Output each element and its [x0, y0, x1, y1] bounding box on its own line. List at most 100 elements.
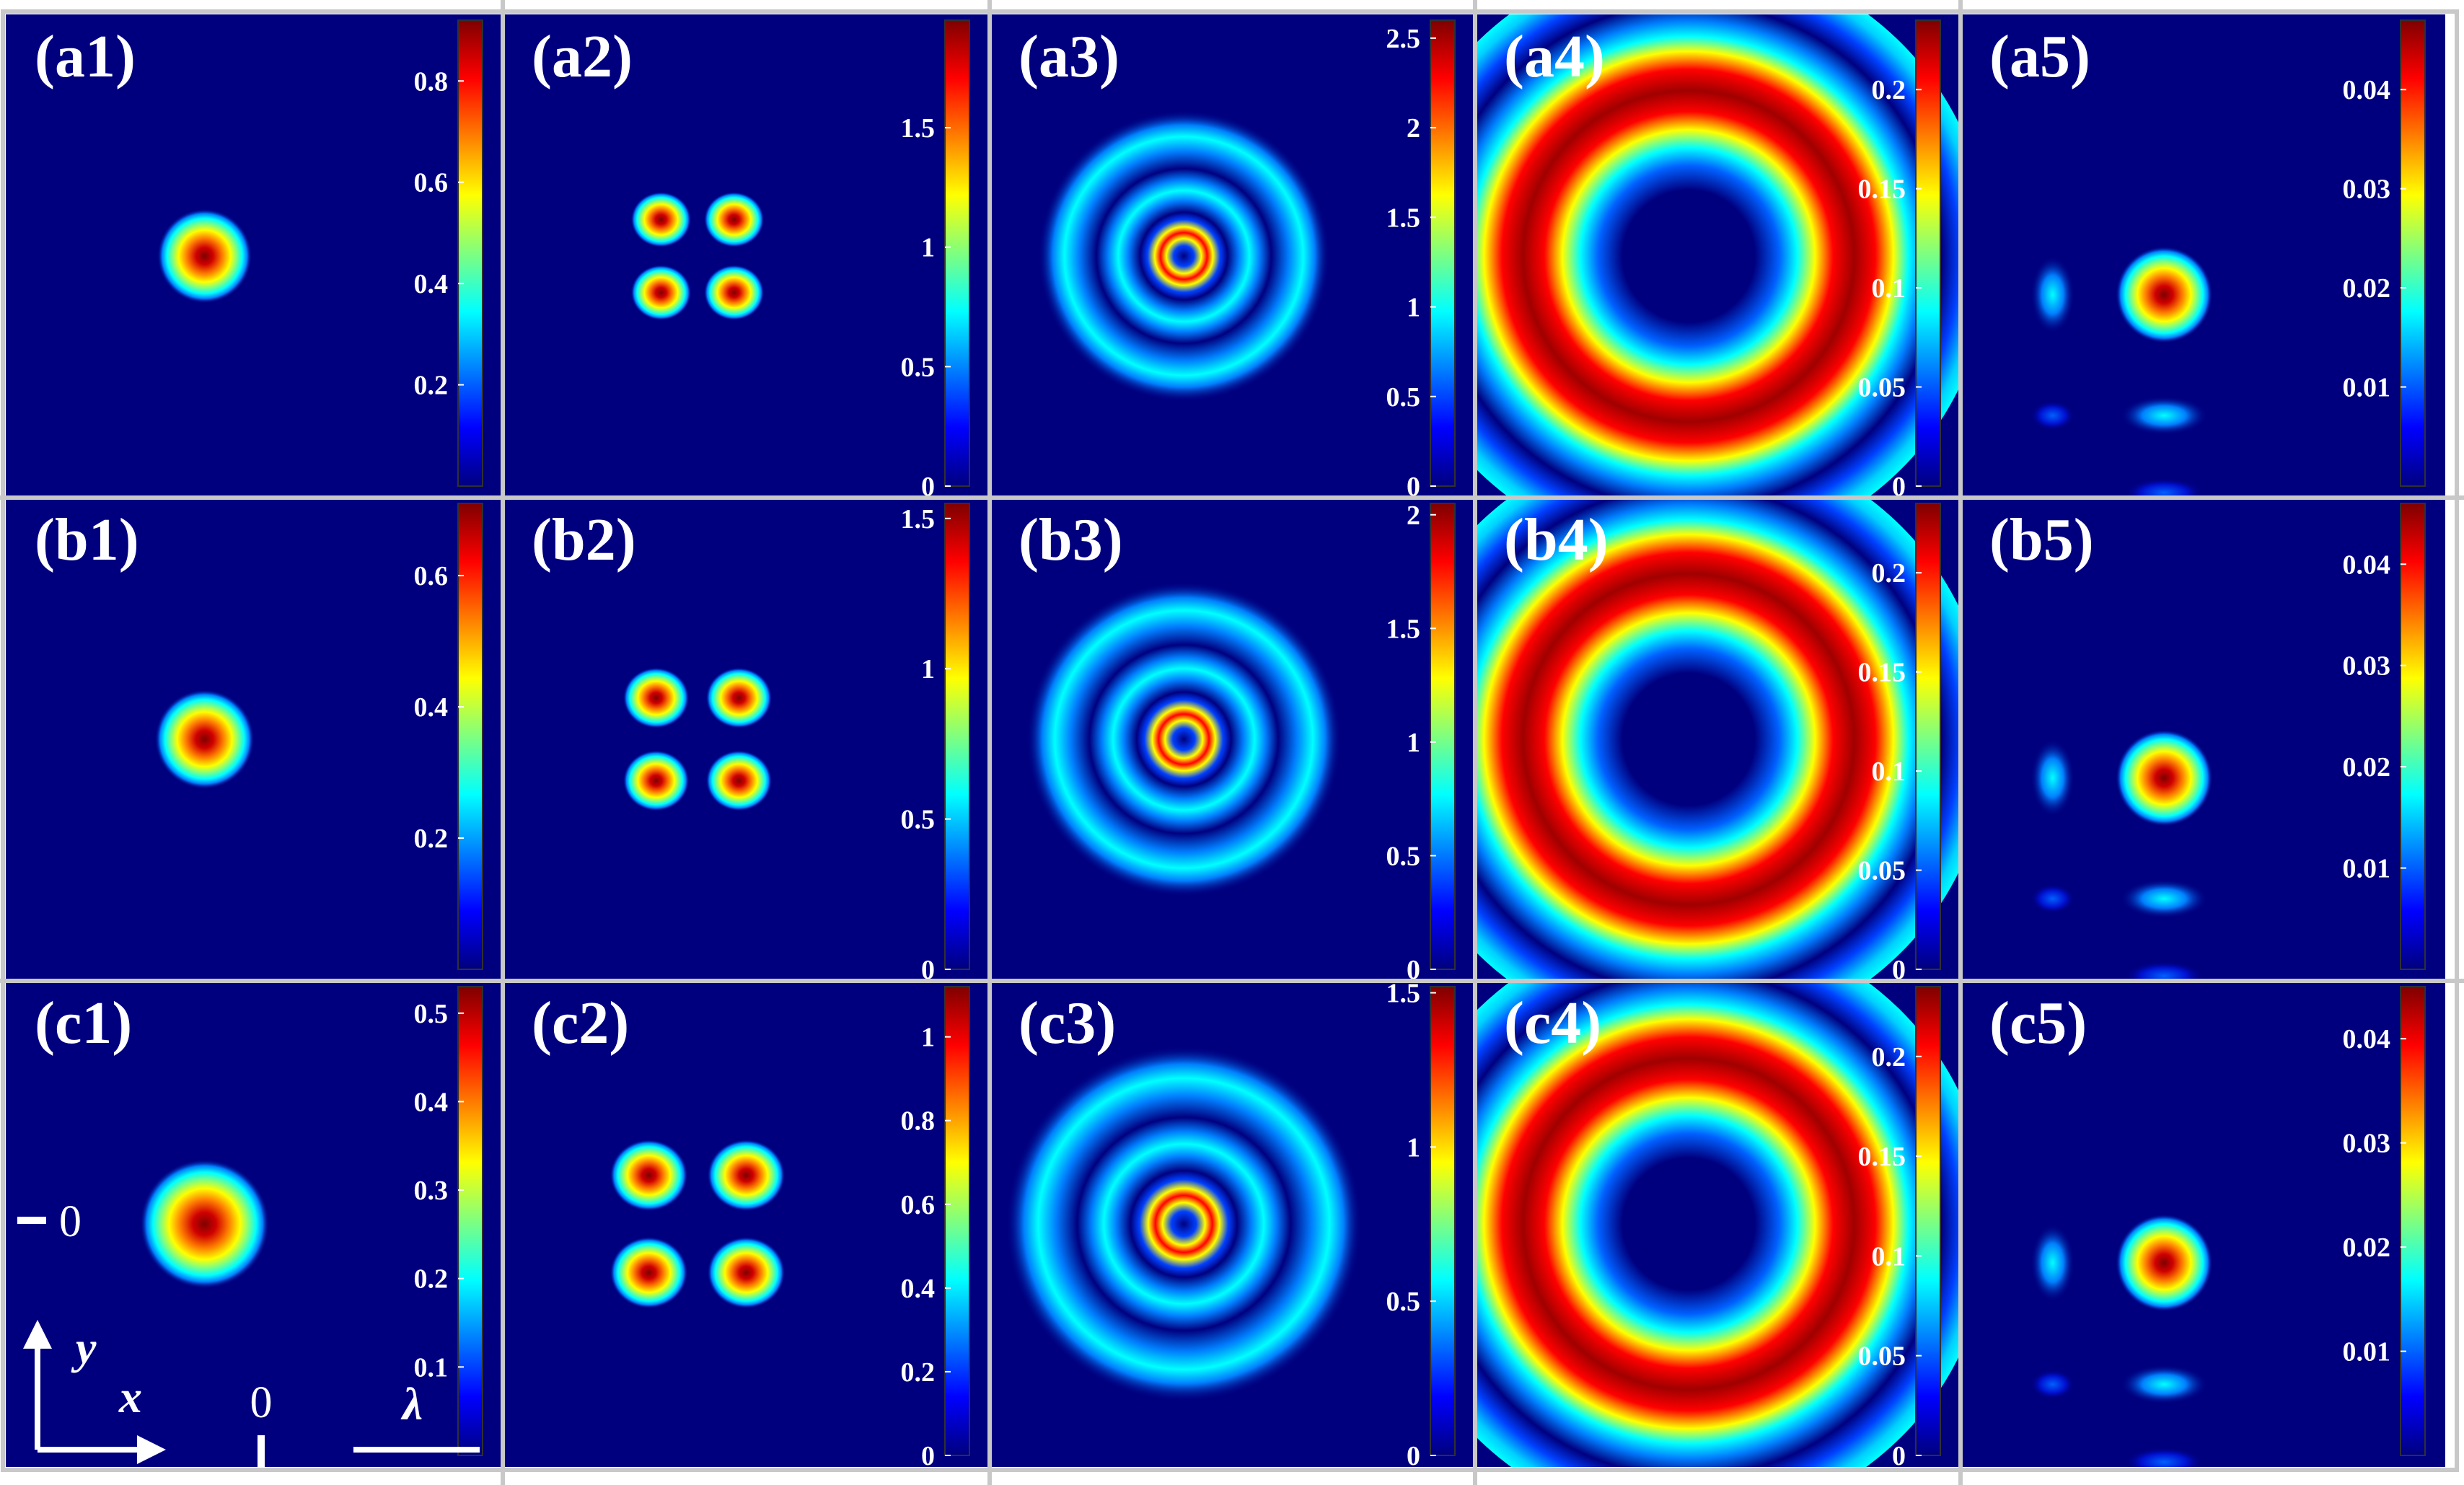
colorbar-tick-label: 0.5 [1386, 382, 1421, 413]
panel-label: (b5) [1989, 506, 2094, 573]
side-lobe-left [2030, 256, 2074, 334]
colorbar-tick-label: 2 [1407, 501, 1420, 531]
side-lobe-far [2125, 478, 2203, 498]
panel-c4: 0.2 0.15 0.1 0.05 0 (c4) [1475, 981, 1961, 1471]
colorbar [2400, 19, 2426, 487]
x-zero-label: 0 [250, 1378, 273, 1427]
panel-label: (a4) [1504, 23, 1605, 90]
panel-label: (c5) [1989, 990, 2087, 1057]
colorbar-tick-label: 0.4 [414, 692, 449, 723]
colorbar-tick-label: 0.8 [414, 66, 449, 97]
colorbar-tick-label: 1.5 [901, 113, 936, 144]
panel-label: (b2) [532, 506, 636, 573]
colorbar-tick-label: 1 [1407, 728, 1420, 758]
colorbar-tick-label: 0.2 [414, 371, 449, 401]
colorbar-tick-label: 0.2 [414, 1264, 449, 1295]
panel-label: (a5) [1989, 23, 2090, 90]
colorbar [944, 986, 970, 1456]
colorbar-tick-label: 0.5 [1386, 841, 1421, 871]
side-lobe-far [2125, 961, 2203, 981]
colorbar-tick-label: 0.5 [414, 999, 449, 1029]
colorbar-tick-label: 0.04 [2343, 1024, 2391, 1054]
colorbar [1915, 986, 1941, 1456]
scale-bar-label: λ [400, 1378, 423, 1429]
main-lobe [2116, 1214, 2213, 1312]
colorbar-tick-label: 1 [921, 654, 935, 684]
beam-lobe-4 [705, 750, 773, 811]
x-arrow-head [137, 1435, 166, 1464]
colorbar [457, 503, 483, 970]
beam-lobe-1 [610, 1139, 688, 1212]
colorbar-tick-label: 2 [1407, 113, 1420, 144]
colorbar-tick-label: 1.5 [1386, 203, 1421, 233]
colorbar-tick-label: 0.15 [1858, 658, 1906, 688]
colorbar-tick-label: 0.02 [2343, 273, 2391, 304]
colorbar-tick-label: 0.6 [414, 561, 449, 591]
side-lobe-bottom [2120, 879, 2208, 918]
beam-lobe-1 [630, 191, 692, 247]
colorbar-tick-label: 1 [1407, 293, 1420, 323]
colorbar-tick-label: 0 [921, 1441, 935, 1471]
beam-lobe-1 [622, 667, 690, 728]
side-lobe-corner [2030, 1370, 2074, 1399]
side-lobe-bottom [2120, 1365, 2208, 1404]
side-lobe-bottom [2120, 396, 2208, 435]
colorbar [1430, 986, 1456, 1456]
colorbar-tick-label: 0 [1892, 955, 1906, 985]
beam-lobe-4 [703, 265, 765, 321]
colorbar [1430, 19, 1456, 487]
annular-beam [1475, 14, 1961, 498]
colorbar-tick-label: 0.2 [1872, 558, 1906, 589]
ring-pattern [1026, 581, 1342, 897]
beam-lobe-2 [703, 191, 765, 247]
colorbar [1430, 503, 1456, 970]
colorbar-tick-label: 0 [921, 472, 935, 502]
panel-a5: 0.04 0.03 0.02 0.01 (a5) [1961, 14, 2445, 498]
beam-spot [154, 689, 255, 789]
colorbar [457, 986, 483, 1456]
colorbar-tick-label: 0.05 [1858, 373, 1906, 403]
panel-c1: 0.5 0.4 0.3 0.2 0.1 (c1) [6, 981, 503, 1467]
heatmap-background [503, 14, 990, 498]
side-lobe-far [2125, 1447, 2203, 1467]
annular-beam [1475, 498, 1961, 981]
panel-a4: 0.2 0.15 0.1 0.05 0 (a4) [1475, 14, 1961, 502]
colorbar-tick-label: 0.02 [2343, 752, 2391, 783]
side-lobe-corner [2030, 401, 2074, 431]
colorbar [2400, 986, 2426, 1456]
colorbar [457, 19, 483, 487]
colorbar-tick-label: 0.01 [2343, 1337, 2391, 1367]
panel-label: (a2) [532, 23, 633, 90]
colorbar-tick-label: 0.4 [414, 269, 449, 299]
colorbar-tick-label: 0 [921, 955, 935, 985]
panel-a1: 0.8 0.6 0.4 0.2 (a1) [6, 14, 503, 498]
panel-label: (c4) [1504, 990, 1601, 1057]
colorbar-tick-label: 0 [1892, 1441, 1906, 1471]
panel-a3: 2.5 2 1.5 1 0.5 0 (a3) [990, 14, 1475, 502]
panel-label: (c3) [1018, 990, 1116, 1057]
y-zero-label: 0 [59, 1197, 82, 1246]
beam-spot [157, 208, 252, 304]
colorbar-tick-label: 0.02 [2343, 1233, 2391, 1263]
annular-beam [1475, 981, 1961, 1467]
colorbar-tick-label: 0.03 [2343, 1129, 2391, 1159]
panel-label: (a3) [1018, 23, 1119, 90]
panel-c2: 1 0.8 0.6 0.4 0.2 0 (c2) [503, 981, 990, 1471]
side-lobe-left [2030, 1224, 2074, 1302]
ring-pattern [1006, 1046, 1362, 1402]
colorbar-tick-label: 0.15 [1858, 1142, 1906, 1172]
heatmap-background [503, 981, 990, 1467]
colorbar-tick-label: 0.01 [2343, 373, 2391, 403]
colorbar-tick-label: 0.01 [2343, 854, 2391, 884]
colorbar-tick-label: 0 [1407, 472, 1420, 502]
side-lobe-left [2030, 739, 2074, 817]
beam-spot [140, 1159, 270, 1289]
colorbar-tick-label: 1 [921, 233, 935, 263]
panel-label: (b3) [1018, 506, 1123, 573]
colorbar-tick-label: 0.03 [2343, 175, 2391, 205]
panel-b4: 0.2 0.15 0.1 0.05 0 (b4) [1475, 498, 1961, 985]
colorbar-tick-label: 0.2 [1872, 75, 1906, 105]
colorbar-tick-label: 0.1 [1872, 273, 1906, 304]
beam-lobe-4 [707, 1236, 786, 1309]
